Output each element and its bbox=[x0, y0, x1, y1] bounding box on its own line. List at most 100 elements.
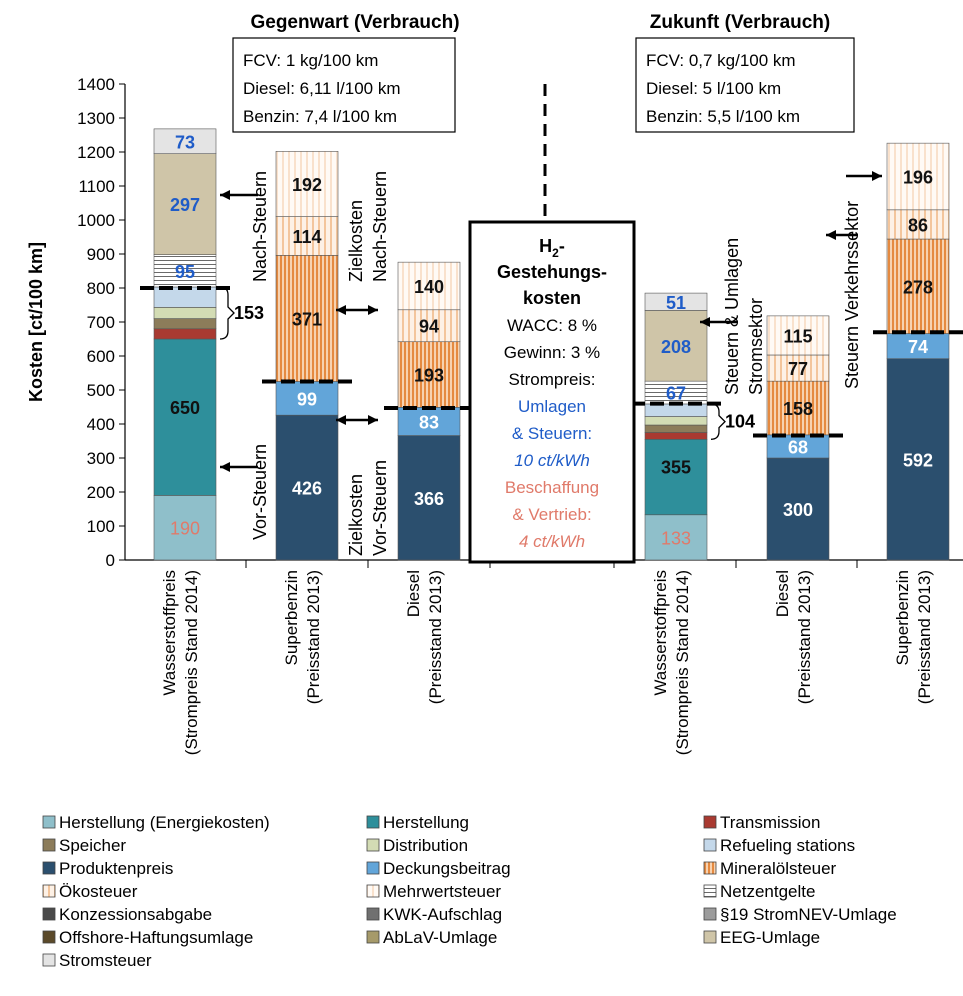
period-header: Zukunft (Verbrauch) bbox=[650, 12, 831, 33]
bar-segment-mineraloelsteuer bbox=[886, 238, 950, 334]
data-label: 355 bbox=[661, 458, 691, 478]
bar-segment-refueling bbox=[153, 286, 217, 308]
center-box-line: kosten bbox=[523, 288, 581, 308]
legend-swatch-speicher bbox=[42, 838, 56, 852]
y-tick-label: 1200 bbox=[77, 143, 115, 162]
center-box-line: & Vertrieb: bbox=[512, 505, 591, 524]
y-tick-label: 700 bbox=[87, 313, 115, 332]
arrow-head bbox=[826, 230, 836, 240]
legend-label: Herstellung bbox=[383, 813, 469, 832]
data-label: 114 bbox=[292, 227, 321, 247]
bar-segment-eeg bbox=[644, 310, 708, 382]
data-label: 426 bbox=[292, 479, 322, 499]
legend-swatch-oekosteuer bbox=[42, 884, 56, 898]
legend-swatch-transmission bbox=[703, 815, 717, 829]
bar-segment-oekosteuer bbox=[275, 216, 339, 256]
bar-segment-mineraloelsteuer bbox=[397, 341, 461, 408]
annotation-vor-steuern: Vor-Steuern bbox=[250, 444, 270, 540]
legend-label: Stromsteuer bbox=[59, 951, 152, 970]
data-label: 86 bbox=[908, 215, 928, 235]
legend-label: Konzessionsabgabe bbox=[59, 905, 212, 924]
center-box-line: Beschaffung bbox=[505, 478, 599, 497]
annotation-zielkosten: Zielkosten bbox=[346, 200, 366, 282]
data-label: 371 bbox=[292, 309, 322, 329]
bracket bbox=[710, 403, 726, 440]
legend-label: Refueling stations bbox=[720, 836, 855, 855]
center-title: H2- bbox=[539, 236, 565, 260]
legend-label: AbLaV-Umlage bbox=[383, 928, 497, 947]
center-box-line: 10 ct/kWh bbox=[514, 451, 590, 470]
y-tick-label: 100 bbox=[87, 517, 115, 536]
bar-segment-deckungsbeitrag bbox=[886, 333, 950, 360]
legend-label: Speicher bbox=[59, 836, 126, 855]
bar-segment-transmission bbox=[153, 328, 217, 340]
bar-segment-oekosteuer bbox=[397, 309, 461, 343]
data-label: 77 bbox=[788, 359, 808, 379]
data-label: 74 bbox=[908, 337, 928, 357]
consumption-box bbox=[232, 37, 456, 133]
data-label: 158 bbox=[783, 399, 813, 419]
data-label: 67 bbox=[666, 384, 686, 404]
legend-label: EEG-Umlage bbox=[720, 928, 820, 947]
consumption-line: Diesel: 6,11 l/100 km bbox=[243, 79, 400, 98]
category-label: (Preisstand 2013) bbox=[795, 570, 814, 704]
legend-label: §19 StromNEV-Umlage bbox=[720, 905, 897, 924]
consumption-line: Diesel: 5 l/100 km bbox=[646, 79, 781, 98]
bar-segment-distribution bbox=[153, 307, 217, 319]
center-box-line: Gewinn: 3 % bbox=[504, 343, 600, 362]
legend-label: Ökosteuer bbox=[59, 882, 138, 901]
data-label: 278 bbox=[903, 277, 933, 297]
bar-segment-mehrwertsteuer bbox=[886, 142, 950, 211]
legend-swatch-stromnev bbox=[703, 907, 717, 921]
data-label: 300 bbox=[783, 500, 813, 520]
data-label: 115 bbox=[783, 326, 812, 346]
category-label: (Strompreis Stand 2014) bbox=[182, 570, 201, 755]
data-label: 83 bbox=[419, 412, 439, 432]
center-box bbox=[468, 220, 636, 564]
bar-segment-netzentgelte bbox=[153, 254, 217, 288]
bar-segment-refueling bbox=[644, 403, 708, 417]
data-label: 592 bbox=[903, 450, 933, 470]
bar-segment-speicher bbox=[644, 424, 708, 433]
data-label: 140 bbox=[414, 277, 444, 297]
legend-label: Transmission bbox=[720, 813, 820, 832]
data-label: 94 bbox=[419, 317, 439, 337]
category-label: (Preisstand 2013) bbox=[304, 570, 323, 704]
legend-label: Produktenpreis bbox=[59, 859, 173, 878]
bar-segment-mehrwertsteuer bbox=[275, 151, 339, 217]
period-header: Gegenwart (Verbrauch) bbox=[250, 12, 459, 33]
bar-segment-deckungsbeitrag bbox=[275, 381, 339, 416]
legend-swatch-produktenpreis bbox=[42, 861, 56, 875]
consumption-line: Benzin: 7,4 l/100 km bbox=[243, 107, 397, 126]
data-label: 133 bbox=[661, 528, 691, 548]
y-tick-label: 400 bbox=[87, 415, 115, 434]
category-label: Diesel bbox=[404, 570, 423, 617]
data-label: 196 bbox=[903, 167, 933, 187]
legend-label: Distribution bbox=[383, 836, 468, 855]
bar-segment-eeg bbox=[153, 153, 217, 255]
legend-label: Mehrwertsteuer bbox=[383, 882, 501, 901]
legend-label: Deckungsbeitrag bbox=[383, 859, 511, 878]
bracket-label: 153 bbox=[234, 303, 264, 323]
arrow-head bbox=[368, 415, 378, 425]
bar-segment-mineraloelsteuer bbox=[275, 255, 339, 382]
legend-swatch-mehrwertsteuer bbox=[366, 884, 380, 898]
y-tick-label: 900 bbox=[87, 245, 115, 264]
consumption-box bbox=[635, 37, 855, 133]
legend-label: Mineralölsteuer bbox=[720, 859, 837, 878]
category-label: (Preisstand 2013) bbox=[426, 570, 445, 704]
data-label: 297 bbox=[170, 195, 200, 215]
annotation-steuern-verkehr: Steuern Verkehrssektor bbox=[842, 201, 862, 389]
y-axis-title: Kosten [ct/100 km] bbox=[26, 242, 46, 402]
bar-segment-produktenpreis bbox=[886, 358, 950, 561]
arrow-head bbox=[872, 171, 882, 181]
y-tick-label: 300 bbox=[87, 449, 115, 468]
legend-label: KWK-Aufschlag bbox=[383, 905, 502, 924]
bar-segment-distribution bbox=[644, 416, 708, 426]
data-label: 192 bbox=[292, 175, 322, 195]
arrow-head bbox=[336, 305, 346, 315]
category-label: Diesel bbox=[773, 570, 792, 617]
bar-segment-mehrwertsteuer bbox=[766, 315, 830, 356]
legend-swatch-netzentgelte bbox=[703, 884, 717, 898]
center-box-line: 4 ct/kWh bbox=[519, 532, 585, 551]
